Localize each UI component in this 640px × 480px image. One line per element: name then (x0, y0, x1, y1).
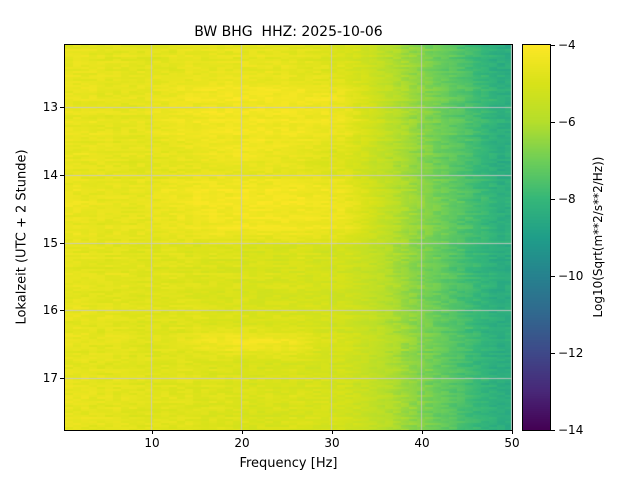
colorbar-tick-label: −14 (558, 423, 584, 437)
spectrogram-heatmap (64, 44, 513, 431)
x-tick-mark (151, 430, 153, 434)
y-tick-label: 13 (42, 100, 58, 114)
colorbar-tick-label: −4 (558, 38, 576, 52)
colorbar-tick-mark (551, 276, 555, 277)
x-tick-label: 10 (144, 436, 160, 450)
colorbar-gradient (522, 44, 551, 431)
colorbar-label: Log10(Sqrt(m**2/s**2/Hz)) (591, 156, 605, 318)
x-tick-mark (241, 430, 243, 434)
colorbar-tick-label: −6 (558, 115, 576, 129)
chart-title: BW BHG HHZ: 2025-10-06 (194, 24, 383, 40)
colorbar-tick-label: −12 (558, 346, 584, 360)
x-tick-label: 40 (414, 436, 430, 450)
y-tick-label: 16 (42, 303, 58, 317)
y-tick-mark (60, 107, 64, 108)
y-tick-mark (60, 175, 64, 176)
colorbar-tick-label: −8 (558, 192, 576, 206)
x-tick-label: 50 (504, 436, 520, 450)
y-tick-label: 14 (42, 168, 58, 182)
x-tick-label: 20 (234, 436, 250, 450)
y-tick-mark (60, 243, 64, 244)
colorbar-tick-mark (551, 122, 555, 123)
x-tick-label: 30 (324, 436, 340, 450)
y-tick-mark (60, 310, 64, 311)
x-tick-mark (421, 430, 423, 434)
y-tick-label: 15 (42, 236, 58, 250)
y-tick-mark (60, 378, 64, 379)
x-axis-label: Frequency [Hz] (239, 456, 338, 471)
colorbar-tick-label: −10 (558, 269, 584, 283)
x-tick-mark (511, 430, 513, 434)
colorbar-tick-mark (551, 199, 555, 200)
colorbar-tick-mark (551, 430, 555, 431)
colorbar-tick-mark (551, 45, 555, 46)
x-tick-mark (331, 430, 333, 434)
colorbar-tick-mark (551, 353, 555, 354)
y-tick-label: 17 (42, 371, 58, 385)
